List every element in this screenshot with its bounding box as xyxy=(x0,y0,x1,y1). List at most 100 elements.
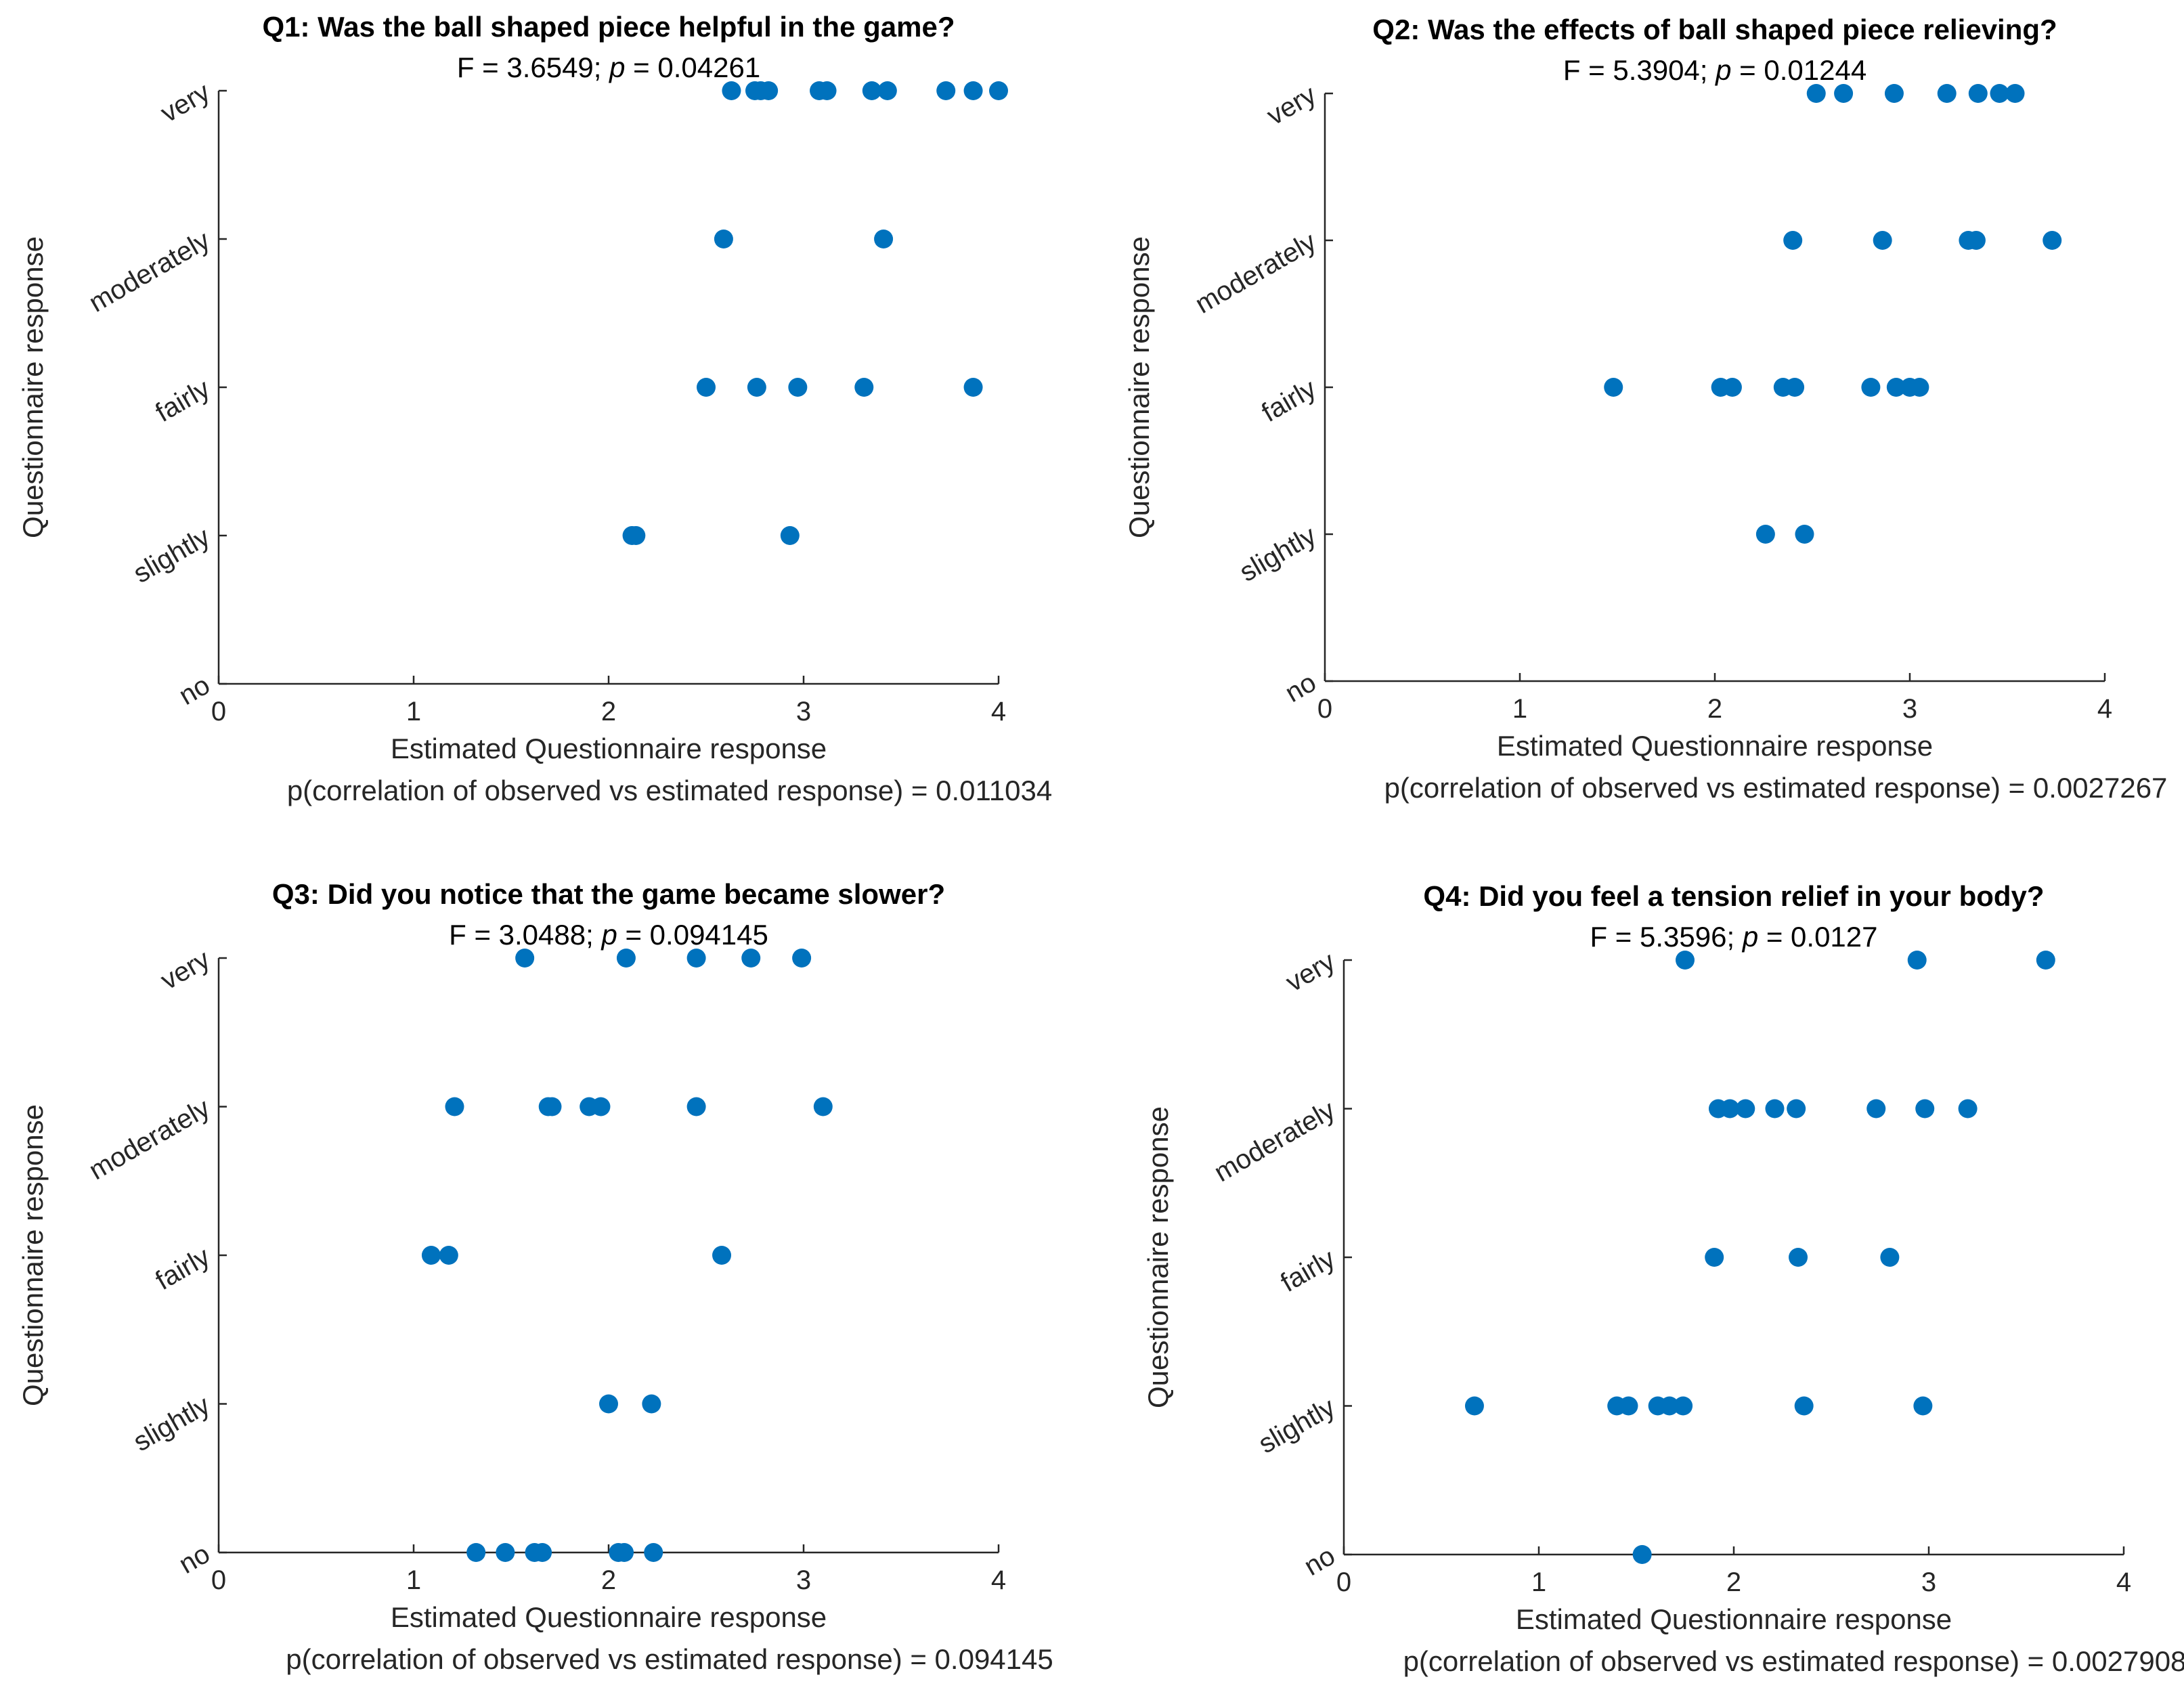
q3-correlation-note: p(correlation of observed vs estimated r… xyxy=(286,1643,1053,1675)
q1-y-tick-label: moderately xyxy=(84,225,215,318)
q1-data-point xyxy=(788,378,808,397)
q1-data-point xyxy=(722,81,741,100)
q2-x-axis-label: Estimated Questionnaire response xyxy=(1497,730,1933,762)
q2-title: Q2: Was the effects of ball shaped piece… xyxy=(1372,14,2057,45)
q2-data-point xyxy=(1990,84,2009,103)
q3-x-tick-label: 0 xyxy=(211,1565,226,1595)
q1-y-tick-label: slightly xyxy=(129,522,215,589)
q4-data-point xyxy=(1736,1099,1755,1119)
q4-data-point xyxy=(1866,1099,1886,1119)
q1-y-tick-label: no xyxy=(174,670,215,711)
q1-subtitle: F = 3.6549; p = 0.04261 xyxy=(457,51,760,83)
q4-separator: ; xyxy=(1726,921,1742,953)
q1-data-point xyxy=(697,378,716,397)
q3-data-point xyxy=(542,1097,562,1116)
q4-data-point xyxy=(1619,1396,1638,1416)
q3-y-axis-label: Questionnaire response xyxy=(17,1104,49,1406)
q3-panel: Q3: Did you notice that the game became … xyxy=(17,878,1053,1675)
q1-data-point xyxy=(862,81,881,100)
q3-data-point xyxy=(741,949,761,968)
q2-data-point xyxy=(2043,231,2062,250)
q2-data-point xyxy=(1806,84,1826,103)
q3-x-tick-label: 4 xyxy=(991,1565,1006,1595)
q3-x-axis-label: Estimated Questionnaire response xyxy=(391,1601,827,1633)
q1-y-tick-label: very xyxy=(156,77,215,129)
q3-y-tick-label: no xyxy=(174,1539,215,1580)
q4-y-tick-label: slightly xyxy=(1254,1392,1340,1459)
q1-correlation-note: p(correlation of observed vs estimated r… xyxy=(287,775,1052,806)
q3-f-stat: F = 3.0488 xyxy=(449,919,586,951)
q3-data-point xyxy=(615,1543,634,1562)
q1-x-tick-label: 2 xyxy=(601,697,616,726)
q1-data-point xyxy=(626,526,646,545)
q2-y-tick-label: no xyxy=(1280,668,1322,708)
q4-data-point xyxy=(1915,1099,1935,1119)
q3-data-point xyxy=(599,1394,618,1414)
q3-x-tick-label: 3 xyxy=(796,1565,811,1595)
q4-data-point xyxy=(1913,1396,1933,1416)
q2-data-point xyxy=(1968,84,1988,103)
q4-data-point xyxy=(1674,1396,1693,1416)
q3-data-point xyxy=(466,1543,486,1562)
q2-x-tick-label: 1 xyxy=(1512,694,1527,724)
q1-p-value: = 0.04261 xyxy=(626,51,761,83)
q4-data-point xyxy=(1659,1396,1679,1416)
q3-p-value: = 0.094145 xyxy=(617,919,768,951)
q4-data-point xyxy=(1789,1248,1808,1267)
q1-f-stat: F = 3.6549 xyxy=(457,51,594,83)
q2-data-point xyxy=(1884,84,1904,103)
q4-data-point xyxy=(1720,1099,1740,1119)
q1-y-tick-label: fairly xyxy=(150,374,215,428)
q4-data-point xyxy=(1794,1396,1814,1416)
q2-y-tick-label: slightly xyxy=(1235,521,1322,588)
q1-x-axis-label: Estimated Questionnaire response xyxy=(391,733,827,764)
q1-separator: ; xyxy=(594,51,609,83)
q3-data-point xyxy=(445,1097,464,1116)
q1-data-point xyxy=(936,81,956,100)
q2-data-point xyxy=(1937,84,1957,103)
q4-data-point xyxy=(1907,951,1927,970)
q3-p-symbol: p xyxy=(600,919,617,951)
q3-y-tick-label: moderately xyxy=(84,1093,215,1186)
q4-f-stat: F = 5.3596 xyxy=(1590,921,1726,953)
q2-data-point xyxy=(1873,231,1892,250)
q1-data-point xyxy=(747,378,766,397)
q2-y-tick-label: fairly xyxy=(1257,374,1321,428)
q2-y-tick-label: very xyxy=(1262,80,1321,131)
q3-data-point xyxy=(421,1246,441,1265)
q4-x-tick-label: 4 xyxy=(2116,1567,2131,1597)
q2-data-point xyxy=(1755,525,1775,544)
q4-data-point xyxy=(1787,1099,1806,1119)
q4-subtitle: F = 5.3596; p = 0.0127 xyxy=(1590,921,1877,953)
q2-data-point xyxy=(2005,84,2025,103)
q1-data-point xyxy=(874,230,894,248)
q2-panel: Q2: Was the effects of ball shaped piece… xyxy=(1123,14,2167,804)
q2-data-point xyxy=(1886,378,1906,397)
q4-x-tick-label: 2 xyxy=(1726,1567,1741,1597)
q4-y-axis-label: Questionnaire response xyxy=(1142,1106,1174,1408)
q3-x-tick-label: 1 xyxy=(406,1565,421,1595)
q4-data-point xyxy=(1705,1248,1724,1267)
q3-data-point xyxy=(686,949,706,968)
q4-data-point xyxy=(1765,1099,1785,1119)
q3-title: Q3: Did you notice that the game became … xyxy=(272,878,945,910)
q2-y-axis-label: Questionnaire response xyxy=(1123,236,1155,538)
q1-data-point xyxy=(877,81,897,100)
q4-data-point xyxy=(2036,951,2055,970)
q1-data-point xyxy=(817,81,837,100)
q2-subtitle: F = 5.3904; p = 0.01244 xyxy=(1563,54,1866,86)
q1-data-point xyxy=(989,81,1008,100)
q4-y-tick-label: fairly xyxy=(1275,1244,1340,1298)
q4-y-tick-label: very xyxy=(1281,947,1340,998)
q2-p-symbol: p xyxy=(1714,54,1731,86)
q1-data-point xyxy=(854,378,874,397)
q2-data-point xyxy=(1785,378,1805,397)
q1-p-symbol: p xyxy=(608,51,625,83)
q4-x-tick-label: 0 xyxy=(1336,1567,1351,1597)
q4-data-point xyxy=(1958,1099,1978,1119)
q4-x-tick-label: 1 xyxy=(1531,1567,1546,1597)
q4-data-point xyxy=(1880,1248,1900,1267)
q4-p-symbol: p xyxy=(1741,921,1758,953)
q3-data-point xyxy=(813,1097,833,1116)
